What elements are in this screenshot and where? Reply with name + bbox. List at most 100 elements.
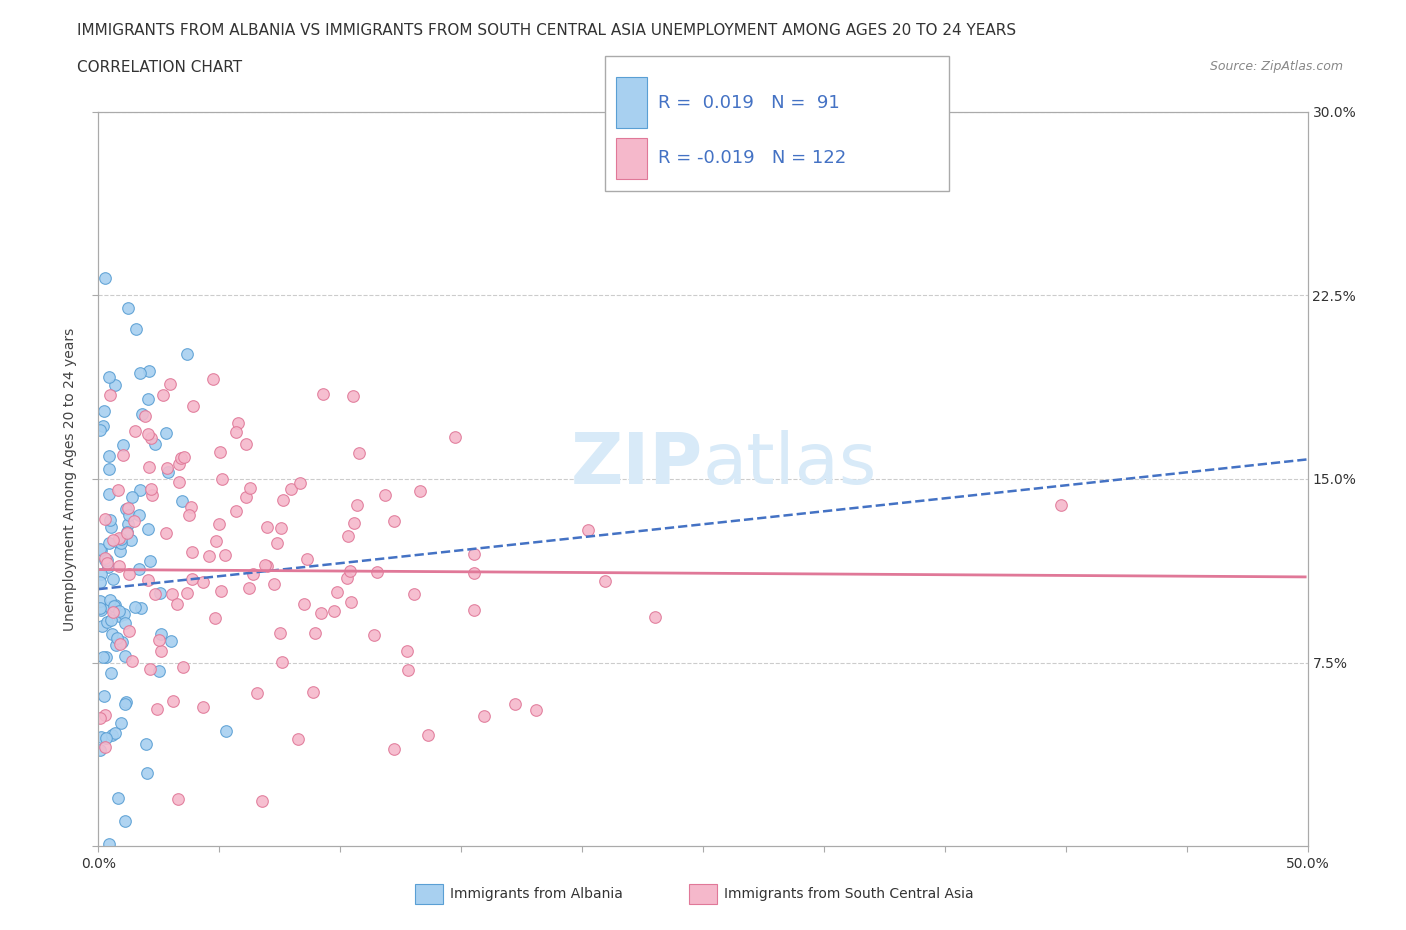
Point bbox=[156, 465, 179, 480]
Point bbox=[181, 399, 204, 414]
Point bbox=[110, 716, 132, 731]
Y-axis label: Unemployment Among Ages 20 to 24 years: Unemployment Among Ages 20 to 24 years bbox=[63, 327, 77, 631]
Point bbox=[396, 662, 419, 677]
Point bbox=[340, 594, 363, 609]
Point bbox=[101, 728, 124, 743]
Point bbox=[93, 708, 115, 723]
Point bbox=[503, 697, 526, 711]
Text: atlas: atlas bbox=[703, 430, 877, 498]
Point bbox=[136, 392, 159, 406]
Point bbox=[103, 604, 125, 619]
Point bbox=[418, 727, 440, 742]
Point bbox=[117, 516, 139, 531]
Point bbox=[242, 566, 264, 581]
Point bbox=[292, 596, 315, 611]
Point bbox=[90, 543, 112, 558]
Point bbox=[122, 513, 145, 528]
Point bbox=[93, 512, 115, 526]
Point bbox=[98, 449, 121, 464]
Point bbox=[128, 562, 150, 577]
Point bbox=[114, 649, 136, 664]
Point bbox=[141, 488, 163, 503]
Point bbox=[162, 694, 184, 709]
Point bbox=[343, 516, 366, 531]
Point bbox=[114, 697, 136, 711]
Point bbox=[138, 522, 160, 537]
Point bbox=[135, 737, 157, 751]
Text: Immigrants from South Central Asia: Immigrants from South Central Asia bbox=[724, 886, 974, 901]
Point bbox=[111, 437, 134, 452]
Point bbox=[254, 557, 277, 572]
Text: R =  0.019   N =  91: R = 0.019 N = 91 bbox=[658, 94, 839, 113]
Point bbox=[155, 425, 177, 440]
Point bbox=[89, 600, 111, 615]
Point bbox=[90, 730, 112, 745]
Point bbox=[402, 587, 425, 602]
Point bbox=[97, 560, 120, 575]
Point bbox=[270, 521, 292, 536]
Point bbox=[112, 606, 135, 621]
Point bbox=[644, 610, 666, 625]
Point bbox=[211, 472, 233, 486]
Point bbox=[176, 347, 198, 362]
Point bbox=[263, 576, 285, 591]
Point bbox=[100, 520, 122, 535]
Point bbox=[94, 649, 117, 664]
Point bbox=[271, 492, 294, 507]
Point bbox=[93, 740, 115, 755]
Text: IMMIGRANTS FROM ALBANIA VS IMMIGRANTS FROM SOUTH CENTRAL ASIA UNEMPLOYMENT AMONG: IMMIGRANTS FROM ALBANIA VS IMMIGRANTS FR… bbox=[77, 23, 1017, 38]
Point bbox=[463, 603, 485, 618]
Point bbox=[346, 498, 368, 512]
Point bbox=[239, 481, 262, 496]
Point bbox=[159, 376, 181, 391]
Point bbox=[409, 484, 432, 498]
Point bbox=[396, 644, 419, 658]
Point bbox=[100, 666, 122, 681]
Point bbox=[111, 447, 134, 462]
Point bbox=[121, 654, 143, 669]
Point bbox=[312, 387, 335, 402]
Point bbox=[176, 586, 198, 601]
Point bbox=[103, 532, 125, 547]
Point bbox=[94, 551, 117, 565]
Point bbox=[149, 585, 172, 600]
Point bbox=[235, 437, 257, 452]
Point bbox=[256, 519, 278, 534]
Point bbox=[96, 615, 118, 630]
Point bbox=[105, 631, 128, 645]
Point bbox=[150, 644, 173, 658]
Point bbox=[363, 627, 385, 642]
Point bbox=[98, 836, 121, 851]
Point bbox=[215, 724, 238, 738]
Point bbox=[91, 418, 114, 433]
Point bbox=[148, 633, 170, 648]
Point bbox=[366, 565, 388, 579]
Point bbox=[337, 529, 360, 544]
Point bbox=[107, 790, 129, 805]
Point bbox=[225, 425, 247, 440]
Text: CORRELATION CHART: CORRELATION CHART bbox=[77, 60, 242, 75]
Point bbox=[166, 597, 188, 612]
Point bbox=[156, 460, 179, 475]
Point bbox=[336, 570, 359, 585]
Point bbox=[129, 365, 152, 380]
Point bbox=[101, 627, 124, 642]
Point bbox=[94, 271, 117, 286]
Point bbox=[104, 725, 127, 740]
Point bbox=[198, 549, 221, 564]
Point bbox=[115, 694, 138, 709]
Point bbox=[191, 575, 214, 590]
Point bbox=[246, 686, 269, 701]
Point bbox=[205, 533, 228, 548]
Point bbox=[382, 741, 405, 756]
Point bbox=[118, 566, 141, 581]
Point bbox=[107, 483, 129, 498]
Point bbox=[204, 611, 226, 626]
Point bbox=[167, 457, 190, 472]
Point bbox=[90, 619, 112, 634]
Point bbox=[162, 587, 184, 602]
Point bbox=[136, 426, 159, 441]
Point bbox=[271, 655, 294, 670]
Point bbox=[209, 584, 232, 599]
Point bbox=[287, 732, 309, 747]
